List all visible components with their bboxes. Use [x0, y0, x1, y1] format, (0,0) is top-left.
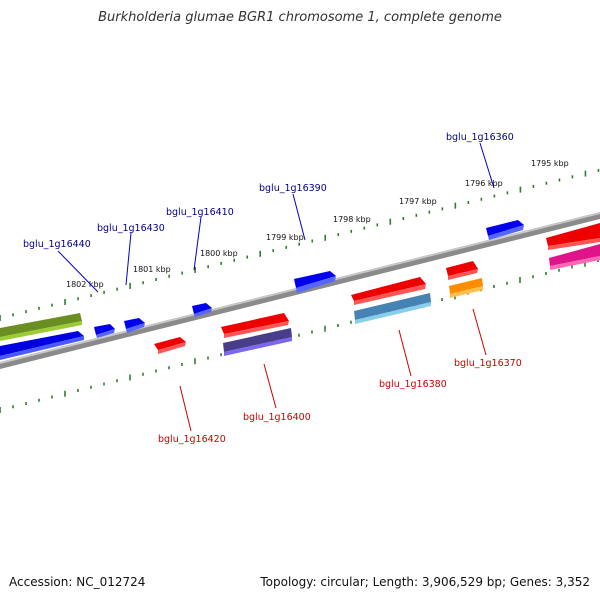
gene-label: bglu_1g16440: [23, 239, 91, 250]
scale-label: 1799 kbp: [266, 233, 304, 242]
gene-label: bglu_1g16390: [259, 183, 327, 194]
scale-label: 1801 kbp: [133, 265, 171, 274]
topology-text: Topology: circular; Length: 3,906,529 bp…: [260, 575, 590, 589]
scale-label: 1797 kbp: [399, 197, 437, 206]
gene-feature[interactable]: [0, 313, 82, 341]
gene-feature[interactable]: [192, 303, 212, 317]
gene-feature[interactable]: [354, 293, 431, 324]
gene-feature[interactable]: [486, 220, 524, 240]
scale-label: 1800 kbp: [200, 249, 238, 258]
scale-labels: 1795 kbp 1796 kbp 1797 kbp 1798 kbp 1799…: [66, 159, 569, 289]
scale-label: 1802 kbp: [66, 280, 104, 289]
gene-feature[interactable]: [449, 278, 483, 298]
scale-label: 1796 kbp: [465, 179, 503, 188]
gene-feature[interactable]: [351, 277, 426, 305]
gene-labels: bglu_1g16360 bglu_1g16390 bglu_1g16410 b…: [23, 132, 522, 445]
gene-label: bglu_1g16360: [446, 132, 514, 143]
gene-feature[interactable]: [124, 318, 145, 333]
gene-feature[interactable]: [446, 261, 478, 280]
gene-label: bglu_1g16370: [454, 358, 522, 369]
gene-label: bglu_1g16420: [158, 434, 226, 445]
gene-label: bglu_1g16380: [379, 379, 447, 390]
gene-feature[interactable]: [221, 313, 289, 338]
gene-label: bglu_1g16410: [166, 207, 234, 218]
gene-feature[interactable]: [154, 337, 186, 354]
accession-text: Accession: NC_012724: [9, 575, 146, 589]
gene-feature[interactable]: [549, 244, 600, 270]
gene-label: bglu_1g16430: [97, 223, 165, 234]
gene-label: bglu_1g16400: [243, 412, 311, 423]
gene-feature[interactable]: [223, 328, 292, 356]
gene-feature[interactable]: [294, 271, 336, 293]
gene-feature[interactable]: [0, 331, 84, 360]
forward-scale-ticks: [0, 168, 600, 321]
label-connectors: [57, 142, 495, 432]
genome-title: Burkholderia glumae BGR1 chromosome 1, c…: [98, 10, 502, 25]
gene-tracks: [0, 220, 600, 360]
gene-feature[interactable]: [546, 223, 600, 250]
scale-label: 1795 kbp: [531, 159, 569, 168]
scale-label: 1798 kbp: [333, 215, 371, 224]
gene-feature[interactable]: [94, 324, 115, 338]
